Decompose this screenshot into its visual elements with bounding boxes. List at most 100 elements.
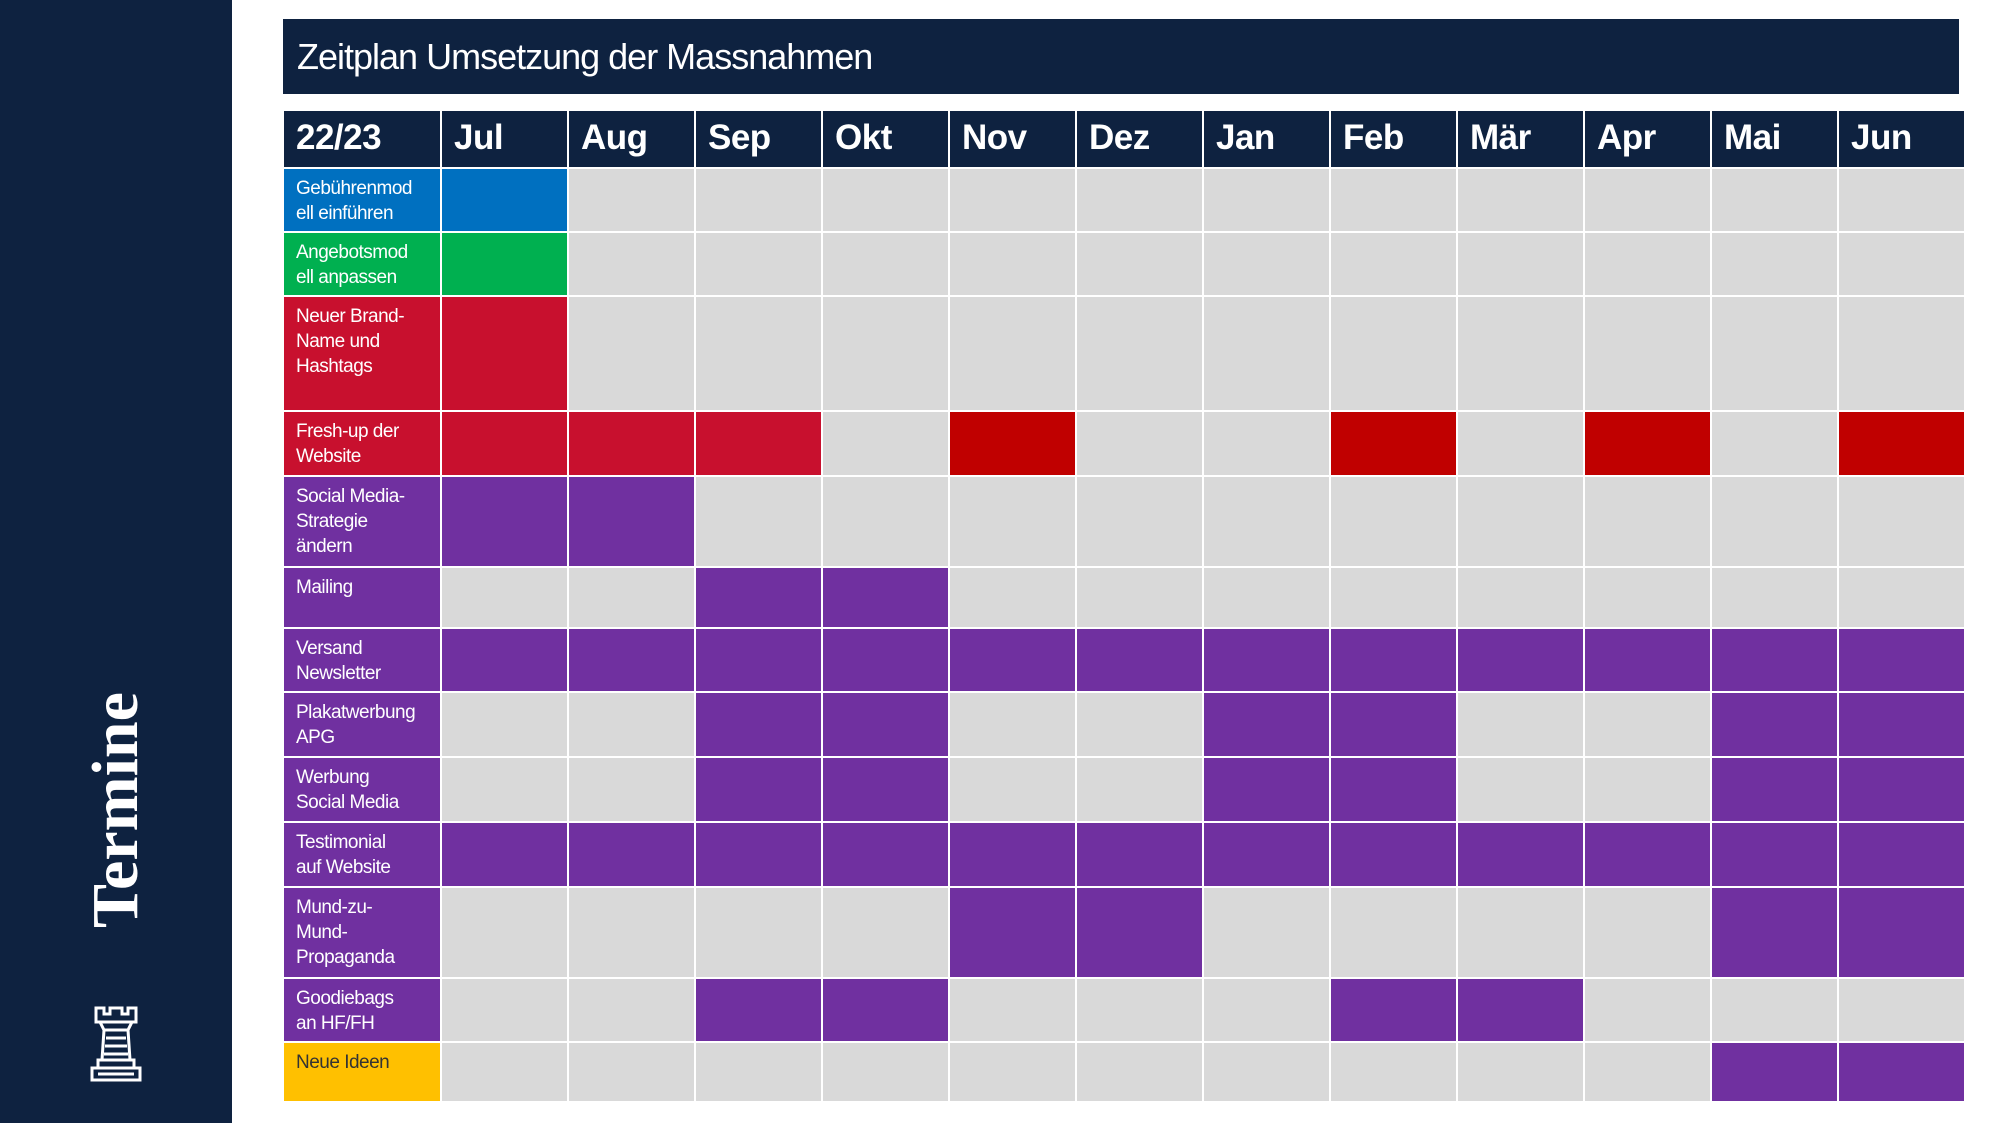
scheduled-cell (950, 888, 1075, 977)
scheduled-cell (823, 629, 948, 691)
empty-cell (823, 888, 948, 977)
column-header: Okt (823, 111, 948, 167)
empty-cell (696, 233, 821, 295)
scheduled-cell (1331, 629, 1456, 691)
title-bar: Zeitplan Umsetzung der Massnahmen (283, 19, 1959, 94)
scheduled-cell (1331, 758, 1456, 821)
empty-cell (442, 758, 567, 821)
scheduled-cell (1331, 412, 1456, 475)
scheduled-cell (1839, 412, 1964, 475)
scheduled-cell (1839, 888, 1964, 977)
empty-cell (1458, 758, 1583, 821)
empty-cell (442, 568, 567, 627)
scheduled-cell (950, 412, 1075, 475)
empty-cell (1204, 412, 1329, 475)
scheduled-cell (1839, 693, 1964, 756)
column-header: Feb (1331, 111, 1456, 167)
scheduled-cell (1204, 823, 1329, 886)
empty-cell (442, 979, 567, 1041)
empty-cell (1458, 888, 1583, 977)
scheduled-cell (1585, 823, 1710, 886)
empty-cell (442, 888, 567, 977)
empty-cell (1839, 477, 1964, 566)
scheduled-cell (1204, 693, 1329, 756)
row-label: Gebührenmod ell einführen (284, 169, 440, 231)
scheduled-cell (1585, 412, 1710, 475)
empty-cell (1585, 758, 1710, 821)
empty-cell (950, 758, 1075, 821)
empty-cell (696, 297, 821, 410)
column-header: Dez (1077, 111, 1202, 167)
empty-cell (950, 693, 1075, 756)
empty-cell (1585, 979, 1710, 1041)
scheduled-cell (823, 758, 948, 821)
scheduled-cell (569, 477, 694, 566)
empty-cell (823, 169, 948, 231)
row-label: Social Media- Strategie ändern (284, 477, 440, 566)
empty-cell (1077, 758, 1202, 821)
scheduled-cell (1712, 888, 1837, 977)
empty-cell (950, 233, 1075, 295)
scheduled-cell (1839, 629, 1964, 691)
empty-cell (1204, 169, 1329, 231)
scheduled-cell (442, 233, 567, 295)
empty-cell (1077, 477, 1202, 566)
scheduled-cell (1839, 823, 1964, 886)
empty-cell (1331, 297, 1456, 410)
empty-cell (696, 1043, 821, 1101)
empty-cell (823, 412, 948, 475)
empty-cell (1204, 568, 1329, 627)
column-header: Jan (1204, 111, 1329, 167)
scheduled-cell (1712, 693, 1837, 756)
empty-cell (1204, 888, 1329, 977)
scheduled-cell (442, 629, 567, 691)
empty-cell (569, 979, 694, 1041)
column-header: Mär (1458, 111, 1583, 167)
scheduled-cell (1331, 693, 1456, 756)
row-label: Plakatwerbung APG (284, 693, 440, 756)
scheduled-cell (696, 758, 821, 821)
scheduled-cell (1712, 758, 1837, 821)
empty-cell (1077, 297, 1202, 410)
scheduled-cell (823, 823, 948, 886)
scheduled-cell (950, 823, 1075, 886)
empty-cell (950, 979, 1075, 1041)
empty-cell (1204, 297, 1329, 410)
scheduled-cell (950, 629, 1075, 691)
row-label: Angebotsmod ell anpassen (284, 233, 440, 295)
row-label: Fresh-up der Website (284, 412, 440, 475)
empty-cell (696, 477, 821, 566)
empty-cell (569, 169, 694, 231)
column-header: Apr (1585, 111, 1710, 167)
scheduled-cell (1458, 629, 1583, 691)
row-label: Testimonial auf Website (284, 823, 440, 886)
empty-cell (1712, 297, 1837, 410)
empty-cell (1458, 297, 1583, 410)
row-label: Neue Ideen (284, 1043, 440, 1101)
scheduled-cell (823, 568, 948, 627)
empty-cell (1839, 568, 1964, 627)
scheduled-cell (442, 169, 567, 231)
empty-cell (696, 888, 821, 977)
empty-cell (1077, 568, 1202, 627)
empty-cell (1585, 693, 1710, 756)
row-label: Werbung Social Media (284, 758, 440, 821)
scheduled-cell (696, 568, 821, 627)
scheduled-cell (696, 693, 821, 756)
column-header: Nov (950, 111, 1075, 167)
empty-cell (1077, 693, 1202, 756)
column-header: 22/23 (284, 111, 440, 167)
scheduled-cell (1712, 629, 1837, 691)
empty-cell (1204, 233, 1329, 295)
empty-cell (1712, 477, 1837, 566)
empty-cell (1458, 477, 1583, 566)
scheduled-cell (696, 412, 821, 475)
column-header: Jul (442, 111, 567, 167)
empty-cell (569, 693, 694, 756)
scheduled-cell (1331, 979, 1456, 1041)
column-header: Aug (569, 111, 694, 167)
scheduled-cell (1839, 1043, 1964, 1101)
scheduled-cell (696, 979, 821, 1041)
empty-cell (569, 297, 694, 410)
empty-cell (569, 888, 694, 977)
